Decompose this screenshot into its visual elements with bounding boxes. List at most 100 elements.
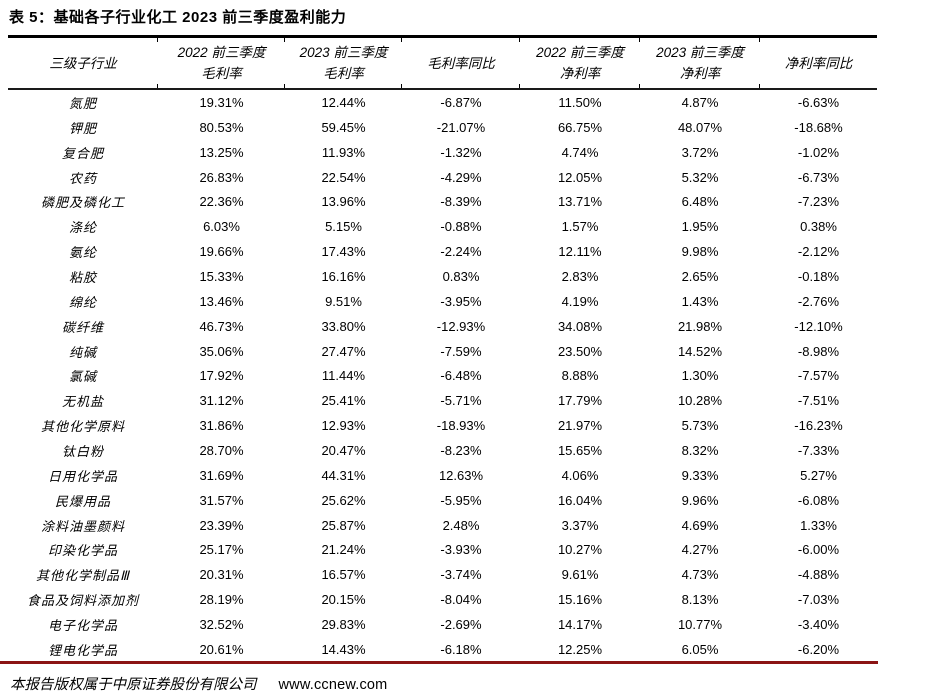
value-cell: 20.47% <box>321 442 366 458</box>
value-cell: 16.04% <box>557 492 603 508</box>
value-cell: 4.06% <box>561 467 599 483</box>
column-header-1: 2022 前三季度 毛利率 <box>157 36 285 90</box>
industry-label: 无机盐 <box>61 394 104 410</box>
value-cell: -2.24% <box>440 244 482 260</box>
table-row: 民爆用品 31.57% 25.62% -5.95% 16.04% 9.96% -6.08% <box>8 488 877 513</box>
value-cell: 25.41% <box>321 393 366 409</box>
value-cell: 8.32% <box>681 442 719 458</box>
page-footer: 本报告版权属于中原证券股份有限公司 www.ccnew.com <box>10 673 387 694</box>
value-cell: 23.39% <box>199 517 244 533</box>
value-cell: -6.08% <box>797 492 840 508</box>
value-cell: -5.71% <box>440 393 482 409</box>
value-cell: -6.73% <box>797 169 840 185</box>
column-header-2: 2023 前三季度 毛利率 <box>284 36 402 90</box>
value-cell: -6.00% <box>797 542 840 558</box>
value-cell: -8.04% <box>440 592 482 608</box>
value-cell: 32.52% <box>199 616 244 632</box>
table-row: 无机盐 31.12% 25.41% -5.71% 17.79% 10.28% -7.51% <box>8 388 877 413</box>
value-cell: -0.88% <box>440 219 482 235</box>
table-row: 氮肥 19.31% 12.44% -6.87% 11.50% 4.87% -6.63% <box>8 89 877 115</box>
value-cell: -6.18% <box>440 641 482 657</box>
table-row: 涂料油墨颜料 23.39% 25.87% 2.48% 3.37% 4.69% 1.33% <box>8 513 877 538</box>
footer-divider-rule <box>0 661 878 664</box>
value-cell: -1.02% <box>797 144 840 160</box>
value-cell: -7.23% <box>797 194 840 210</box>
industry-label: 磷肥及磷化工 <box>40 195 125 211</box>
value-cell: 4.27% <box>681 542 719 558</box>
industry-label: 食品及饲料添加剂 <box>26 593 139 609</box>
value-cell: 9.33% <box>681 467 719 483</box>
value-cell: 12.05% <box>557 169 603 185</box>
value-cell: 22.36% <box>199 194 244 210</box>
value-cell: 2.48% <box>442 517 480 533</box>
value-cell: 13.46% <box>199 293 244 309</box>
value-cell: -7.51% <box>797 393 840 409</box>
industry-label: 电子化学品 <box>47 617 118 633</box>
value-cell: 4.69% <box>681 517 719 533</box>
value-cell: 27.47% <box>321 343 366 359</box>
table-row: 其他化学制品Ⅲ 20.31% 16.57% -3.74% 9.61% 4.73% -4.88… <box>8 562 877 587</box>
value-cell: 10.27% <box>557 542 603 558</box>
value-cell: -18.93% <box>436 418 486 434</box>
value-cell: 3.72% <box>681 144 719 160</box>
value-cell: 46.73% <box>199 318 244 334</box>
value-cell: 22.54% <box>321 169 366 185</box>
value-cell: -7.57% <box>797 368 840 384</box>
industry-label: 涂料油墨颜料 <box>40 518 125 534</box>
website-text: www.ccnew.com <box>278 677 388 693</box>
value-cell: -8.39% <box>440 194 482 210</box>
value-cell: 25.87% <box>321 517 366 533</box>
value-cell: 33.80% <box>321 318 366 334</box>
value-cell: 12.63% <box>438 467 484 483</box>
table-row: 绵纶 13.46% 9.51% -3.95% 4.19% 1.43% -2.76% <box>8 289 877 314</box>
value-cell: 35.06% <box>199 343 244 359</box>
industry-label: 锂电化学品 <box>47 642 118 658</box>
value-cell: 31.57% <box>199 492 244 508</box>
value-cell: 20.61% <box>199 641 244 657</box>
value-cell: -18.68% <box>794 119 843 135</box>
value-cell: 59.45% <box>321 119 366 135</box>
value-cell: 4.73% <box>681 567 719 583</box>
table-row: 印染化学品 25.17% 21.24% -3.93% 10.27% 4.27% -6.00% <box>8 537 877 562</box>
value-cell: 4.74% <box>561 144 599 160</box>
value-cell: 10.77% <box>677 616 723 632</box>
industry-label: 民爆用品 <box>54 493 111 509</box>
value-cell: 15.16% <box>557 592 603 608</box>
industry-label: 绵纶 <box>68 294 97 310</box>
value-cell: 8.88% <box>561 368 599 384</box>
industry-label: 日用化学品 <box>47 468 118 484</box>
value-cell: -7.33% <box>797 442 840 458</box>
header-row: 三级子行业 2022 前三季度 毛利率 2023 前三季度 毛利率 毛利率同比 2022 前… <box>8 36 877 90</box>
value-cell: 4.19% <box>561 293 599 309</box>
value-cell: 44.31% <box>321 467 366 483</box>
value-cell: 12.25% <box>557 641 603 657</box>
value-cell: 12.93% <box>321 418 366 434</box>
table-row: 粘胶 15.33% 16.16% 0.83% 2.83% 2.65% -0.18% <box>8 264 877 289</box>
copyright-text: 本报告版权属于中原证券股份有限公司 <box>10 677 257 693</box>
value-cell: 2.65% <box>681 268 719 284</box>
value-cell: 80.53% <box>199 119 244 135</box>
table-row: 氯碱 17.92% 11.44% -6.48% 8.88% 1.30% -7.57% <box>8 363 877 388</box>
value-cell: 5.32% <box>681 169 719 185</box>
value-cell: 15.33% <box>199 268 244 284</box>
industry-label: 农药 <box>68 170 97 186</box>
value-cell: 19.66% <box>199 244 244 260</box>
value-cell: 31.86% <box>199 418 244 434</box>
table-row: 锂电化学品 20.61% 14.43% -6.18% 12.25% 6.05% -6.20% <box>8 637 877 662</box>
value-cell: 21.97% <box>557 418 603 434</box>
industry-label: 钾肥 <box>68 120 97 136</box>
value-cell: 48.07% <box>677 119 723 135</box>
value-cell: 16.57% <box>321 567 366 583</box>
value-cell: -3.93% <box>440 542 482 558</box>
value-cell: -8.98% <box>797 343 840 359</box>
table-row: 其他化学原料 31.86% 12.93% -18.93% 21.97% 5.73% -16.… <box>8 413 877 438</box>
table-row: 纯碱 35.06% 27.47% -7.59% 23.50% 14.52% -8.98% <box>8 339 877 364</box>
value-cell: 34.08% <box>557 318 603 334</box>
industry-label: 其他化学原料 <box>40 419 125 435</box>
value-cell: 12.44% <box>321 94 366 110</box>
industry-label: 氯碱 <box>68 369 97 385</box>
value-cell: 13.71% <box>557 194 603 210</box>
value-cell: -2.12% <box>797 244 840 260</box>
column-header-3: 毛利率同比 <box>401 36 520 90</box>
value-cell: 25.62% <box>321 492 366 508</box>
